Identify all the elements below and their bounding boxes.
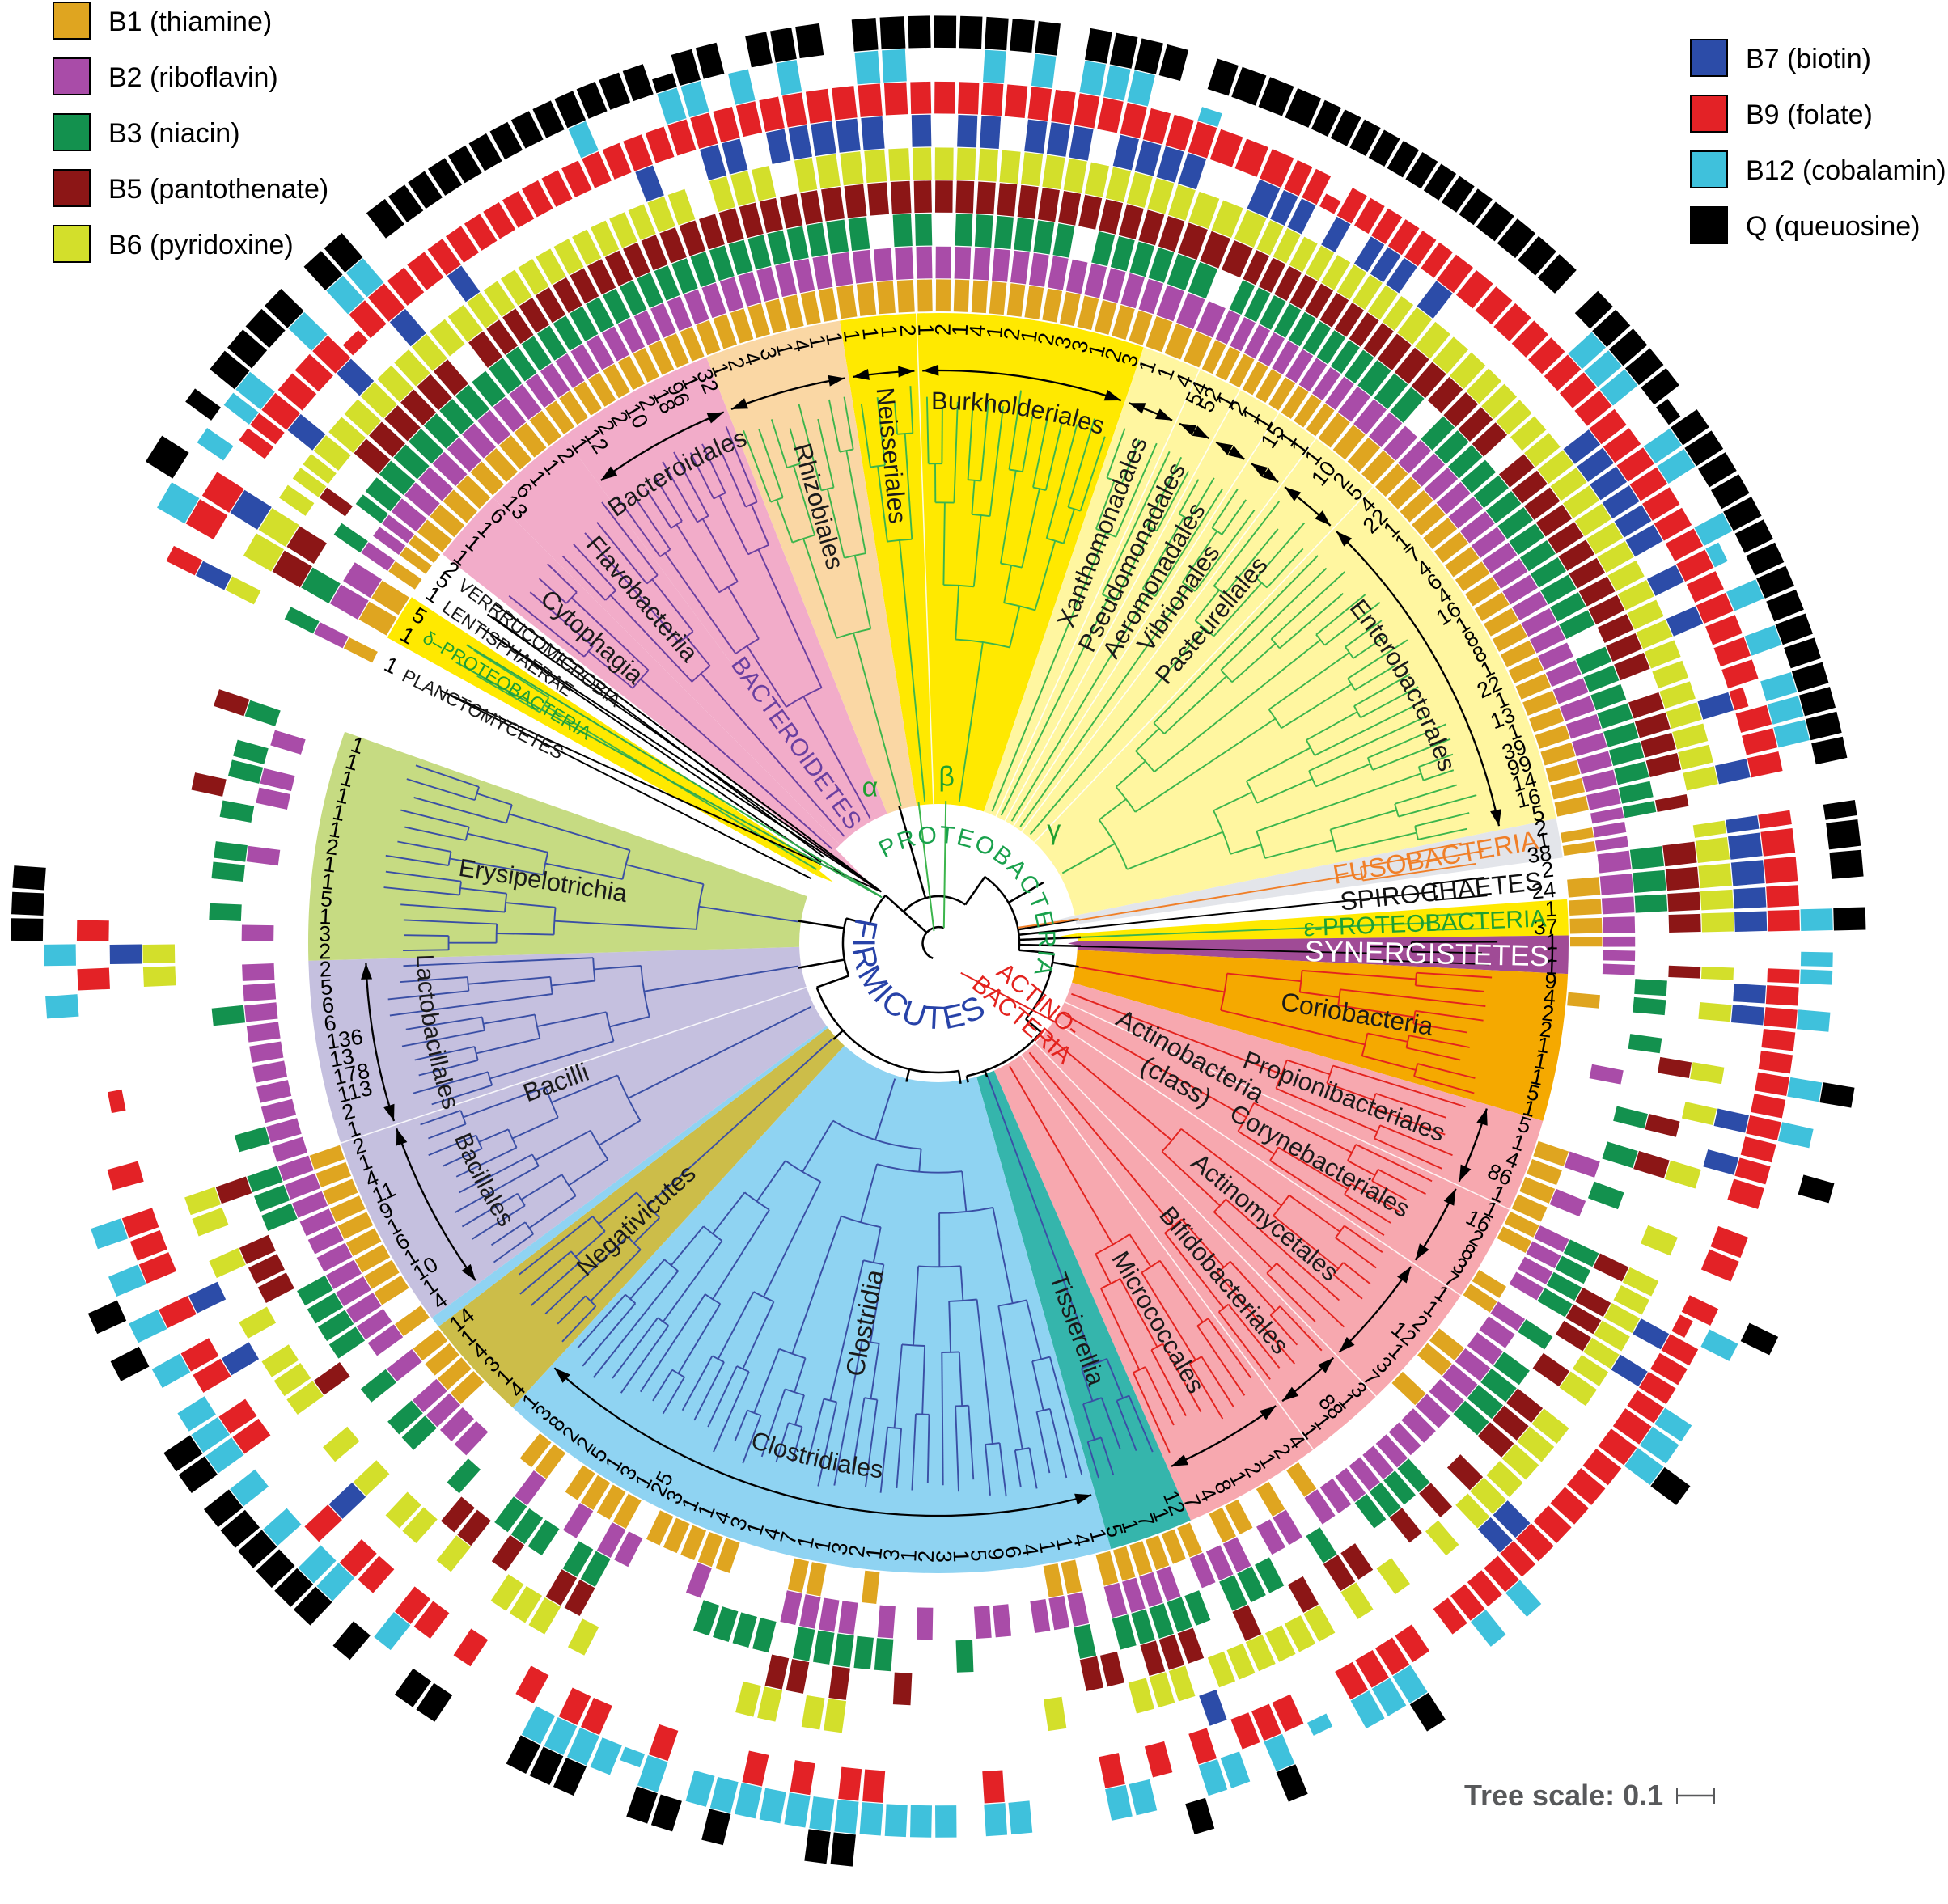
- svg-text:β: β: [938, 761, 955, 792]
- svg-text:α: α: [862, 772, 879, 803]
- svg-text:Q (queuosine): Q (queuosine): [1746, 211, 1920, 242]
- svg-text:B7 (biotin): B7 (biotin): [1746, 44, 1871, 74]
- svg-text:B9 (folate): B9 (folate): [1746, 99, 1873, 130]
- svg-text:γ: γ: [1047, 815, 1061, 846]
- svg-text:B2 (riboflavin): B2 (riboflavin): [108, 62, 278, 93]
- svg-text:B5 (pantothenate): B5 (pantothenate): [108, 174, 328, 205]
- svg-text:B1 (thiamine): B1 (thiamine): [108, 6, 272, 37]
- svg-text:B6 (pyridoxine): B6 (pyridoxine): [108, 230, 294, 260]
- svg-text:Tree scale: 0.1: Tree scale: 0.1: [1464, 1779, 1663, 1812]
- svg-text:B3 (niacin): B3 (niacin): [108, 118, 240, 149]
- svg-text:SYNERGISTETES: SYNERGISTETES: [1304, 934, 1549, 972]
- svg-text:B12 (cobalamin): B12 (cobalamin): [1746, 155, 1946, 186]
